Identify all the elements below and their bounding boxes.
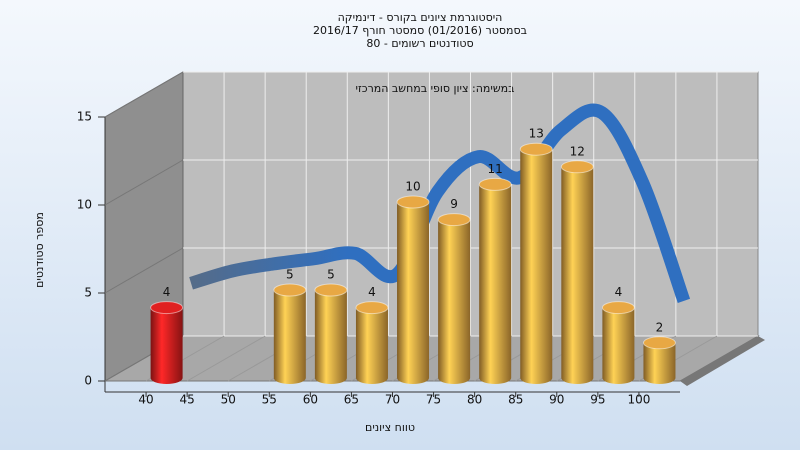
y-tick-label: 5 [84,286,92,300]
grid-line [104,159,184,206]
annotation: במשימה: ציון סופי במחשב המרכזי [355,82,514,95]
x-tick-label: 70 [385,393,400,407]
bar-group: 5 [314,268,348,384]
bar [438,219,471,384]
data-label: 4 [163,285,171,299]
grid-line [104,71,184,118]
bar-group: 9 [437,197,471,384]
x-tick-label: 95 [590,393,605,407]
bar-group: 4 [601,285,635,384]
title-line: היסטוגרמת ציונים בקורס - דינמיקה [338,11,503,24]
bar-top [560,160,594,174]
bar-top [437,213,471,227]
x-tick-label: 60 [303,393,318,407]
bar [150,307,183,384]
x-tick-label: 90 [549,393,564,407]
bar-group: 10 [396,180,430,384]
data-label: 11 [488,162,503,176]
bar-group: 12 [560,144,594,384]
bar-group: 11 [478,162,512,384]
y-axis-label: מספר סטודנטים [33,212,46,288]
bar-top [601,301,635,315]
floor-edge [680,336,765,386]
bar-top [396,195,430,209]
bar [561,166,594,384]
y-tick-label: 0 [84,374,92,388]
bar-top [355,301,389,315]
data-label: 9 [450,197,458,211]
bar-top [642,336,676,350]
title-line: בסמסטר (01/2016) סמסטר חורף 2016/17 [313,24,527,37]
data-label: 13 [529,127,544,141]
bar [397,202,430,384]
bar-top [314,283,348,297]
y-tick-label: 15 [77,110,92,124]
bar-top [273,283,307,297]
bar-group: 4 [355,285,389,384]
data-label: 12 [570,144,585,158]
data-label: 10 [405,180,420,194]
data-label: 5 [286,268,294,282]
title-line: סטודנטים רשומים - 80 [366,37,473,50]
x-axis-label: טווח ציונים [365,421,415,434]
data-label: 5 [327,268,335,282]
x-tick-label: 100 [627,393,650,407]
data-label: 4 [368,285,376,299]
bar-group: 4 [150,285,184,384]
bar-group: 2 [642,320,676,384]
grid-line [104,247,184,294]
x-tick-label: 45 [180,393,195,407]
bar [479,184,512,384]
bar [643,342,676,384]
bar-top [519,142,553,156]
bar [602,307,635,384]
bar-group: 5 [273,268,307,384]
bar [355,307,388,384]
bar-group: 13 [519,127,553,384]
bar [520,149,553,384]
x-tick-label: 55 [262,393,277,407]
x-tick-label: 40 [138,393,153,407]
bar-top [150,301,184,315]
x-tick-label: 50 [221,393,236,407]
data-label: 2 [656,320,664,334]
curve [189,103,691,304]
data-label: 4 [615,285,623,299]
bar [273,290,306,384]
grid-line [186,335,266,382]
x-tick-label: 80 [467,393,482,407]
x-tick-label: 65 [344,393,359,407]
bar [314,290,347,384]
x-tick-label: 85 [508,393,523,407]
bar-top [478,177,512,191]
x-tick-label: 75 [426,393,441,407]
y-tick-label: 10 [77,198,92,212]
